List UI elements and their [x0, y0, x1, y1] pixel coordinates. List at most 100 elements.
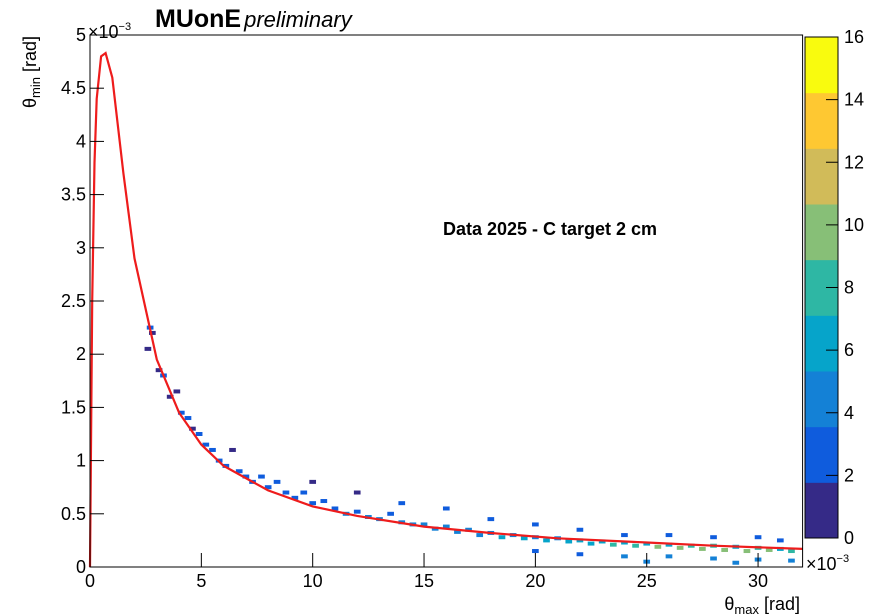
- cell: [331, 506, 339, 511]
- z-tick-label: 10: [844, 215, 864, 235]
- cell: [149, 330, 156, 335]
- cell: [565, 539, 573, 544]
- z-tick-label: 16: [844, 27, 864, 47]
- cell: [300, 490, 308, 495]
- x-tick-label: 10: [303, 571, 323, 591]
- colorbar-step: [805, 92, 838, 149]
- y-exponent: ×10−3: [88, 21, 131, 42]
- cell: [699, 546, 706, 551]
- chart-title: MUonE preliminary: [155, 5, 354, 33]
- x-tick-label: 30: [748, 571, 768, 591]
- cell: [189, 426, 196, 431]
- cell: [576, 552, 584, 557]
- cell: [235, 469, 243, 474]
- cell: [788, 549, 795, 554]
- cell: [420, 522, 428, 527]
- cell: [632, 543, 639, 548]
- cell: [353, 509, 361, 514]
- exp-power: −3: [119, 21, 132, 33]
- cell: [476, 533, 484, 538]
- colorbar-step: [805, 482, 838, 539]
- label-unit: [rad]: [20, 36, 40, 77]
- cell: [543, 538, 550, 543]
- cell: [202, 442, 210, 447]
- y-tick-label: 4: [76, 131, 86, 151]
- cell: [754, 535, 762, 540]
- cell: [291, 495, 299, 500]
- cell: [177, 410, 185, 415]
- exp-base: ×10: [88, 22, 119, 42]
- colorbar-step: [805, 315, 838, 372]
- y-axis-label: θmin [rad]: [20, 36, 43, 108]
- cell: [532, 549, 539, 554]
- label-subscript: min: [28, 77, 43, 98]
- cell: [487, 517, 495, 522]
- fit-curve: [88, 51, 803, 568]
- exp-base: ×10: [806, 554, 837, 574]
- cell: [229, 447, 236, 452]
- label-symbol: θ: [724, 594, 734, 614]
- x-tick-label: 0: [85, 571, 95, 591]
- x-exponent: ×10−3: [806, 553, 849, 574]
- cell: [654, 544, 662, 549]
- colorbar-step: [805, 371, 838, 428]
- cell: [184, 416, 192, 421]
- z-tick-label: 14: [844, 90, 864, 110]
- cell: [195, 432, 203, 436]
- title-tag: preliminary: [243, 7, 354, 32]
- cell: [282, 490, 290, 495]
- cell: [442, 524, 450, 529]
- x-tick-label: 20: [525, 571, 545, 591]
- label-subscript: max: [734, 602, 759, 616]
- label-symbol: θ: [20, 98, 40, 108]
- cell: [264, 485, 272, 490]
- cell: [273, 479, 281, 484]
- z-tick-label: 4: [844, 403, 854, 423]
- cell: [398, 501, 406, 506]
- label-unit: [rad]: [759, 594, 800, 614]
- cell: [520, 536, 528, 541]
- cell: [665, 533, 673, 538]
- z-tick-label: 6: [844, 340, 854, 360]
- y-tick-label: 2: [76, 344, 86, 364]
- cell: [676, 545, 684, 550]
- y-tick-label: 0.5: [61, 504, 86, 524]
- cell: [609, 542, 617, 547]
- cell: [144, 346, 152, 351]
- cell: [665, 554, 673, 559]
- cell: [765, 547, 773, 552]
- x-tick-label: 15: [414, 571, 434, 591]
- cell: [442, 506, 450, 511]
- cell: [576, 527, 584, 532]
- cell: [309, 479, 317, 484]
- annotation: Data 2025 - C target 2 cm: [443, 219, 657, 239]
- cell: [309, 501, 317, 506]
- cell: [532, 522, 539, 527]
- y-tick-label: 5: [76, 25, 86, 45]
- cell: [721, 547, 728, 552]
- colorbar-step: [805, 204, 838, 261]
- cell: [710, 535, 717, 540]
- z-tick-label: 12: [844, 152, 864, 172]
- title-main: MUonE: [155, 5, 241, 33]
- cell: [209, 447, 216, 452]
- cell: [621, 533, 628, 538]
- cell: [776, 538, 784, 543]
- exp-power: −3: [837, 553, 850, 565]
- cell: [320, 499, 328, 504]
- cell: [788, 558, 795, 563]
- cell: [155, 368, 163, 373]
- cell: [621, 554, 628, 559]
- z-tick-label: 8: [844, 278, 854, 298]
- y-tick-label: 0: [76, 557, 86, 577]
- y-tick-label: 2.5: [61, 291, 86, 311]
- y-tick-label: 4.5: [61, 78, 86, 98]
- cell: [166, 394, 174, 399]
- y-tick-label: 3: [76, 238, 86, 258]
- y-tick-label: 1: [76, 451, 86, 471]
- z-tick-label: 2: [844, 465, 854, 485]
- cell: [173, 389, 181, 394]
- x-tick-label: 25: [637, 571, 657, 591]
